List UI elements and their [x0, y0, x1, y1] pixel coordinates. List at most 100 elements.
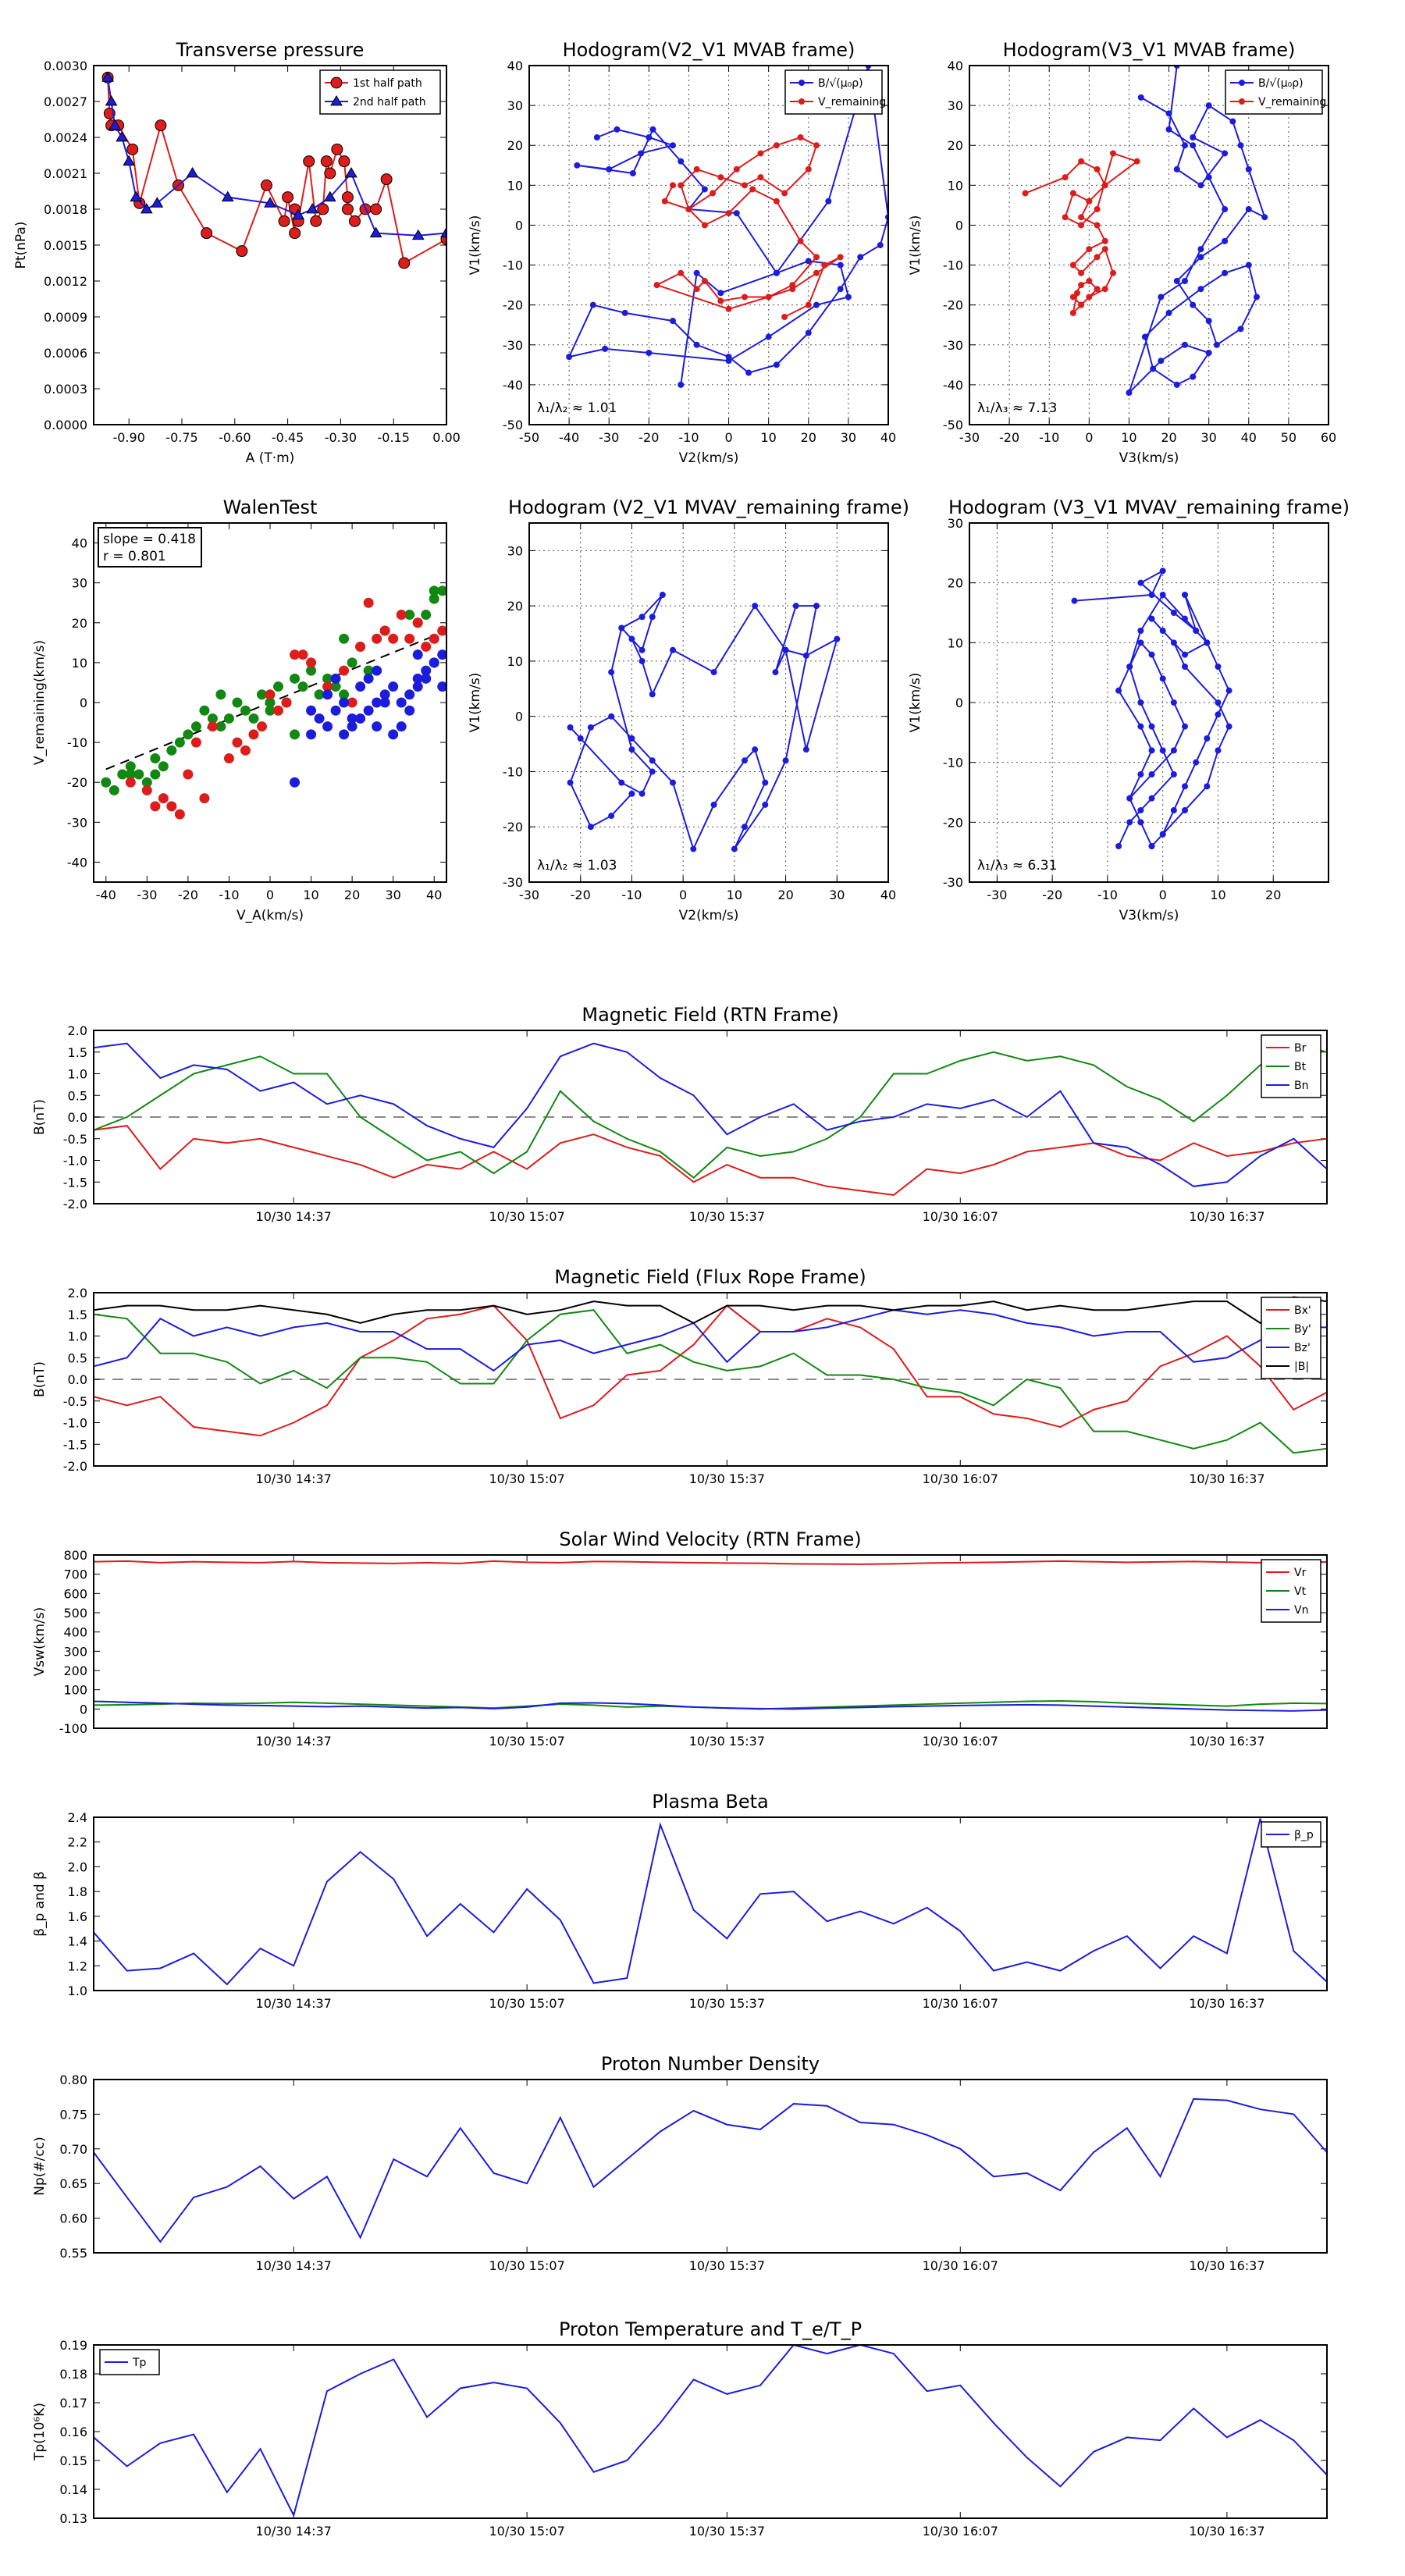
x-tick-label: 10 — [1210, 888, 1225, 902]
scatter-point — [421, 673, 432, 684]
x-tick-label: 10/30 14:37 — [256, 2524, 332, 2539]
scatter-point — [396, 721, 407, 732]
legend-marker — [799, 80, 805, 86]
y-tick-label: 1.5 — [68, 1045, 87, 1060]
scatter-point — [347, 657, 357, 668]
y-tick-label: -50 — [503, 418, 523, 432]
data-point — [710, 190, 717, 197]
data-point — [1148, 747, 1155, 754]
scatter-point — [232, 737, 243, 748]
x-tick-label: 10 — [1121, 430, 1136, 445]
scatter-point — [388, 681, 399, 692]
chart-h3: Hodogram (V2_V1 MVAV_remaining frame) -30… — [468, 496, 909, 923]
data-point — [1215, 711, 1222, 718]
chart-vsw: Solar Wind Velocity (RTN Frame) 10/30 14:… — [32, 1528, 1328, 1749]
x-tick-label: 30 — [385, 888, 400, 902]
data-point — [646, 134, 653, 141]
chart-tp: Transverse pressure -0.90 -0.75 -0.60 -0.45 -… — [13, 39, 461, 466]
data-point — [1197, 254, 1204, 261]
data-point — [1086, 278, 1093, 284]
data-point — [306, 203, 319, 214]
y-tick-label: 0.75 — [59, 2107, 87, 2122]
x-tick-label: 10/30 16:07 — [923, 1996, 998, 2011]
scatter-point — [339, 665, 350, 676]
x-tick-label: 10/30 15:37 — [689, 1209, 765, 1224]
chart-bfield: Magnetic Field (RTN Frame) 10/30 14:37 10/… — [32, 1004, 1328, 1224]
y-tick-label: 20 — [948, 138, 963, 153]
y-tick-label: 0.0024 — [44, 130, 87, 145]
data-point — [733, 165, 740, 173]
x-tick-label: 20 — [801, 430, 816, 445]
x-tick-label: -20 — [638, 430, 659, 445]
scatter-point — [265, 697, 276, 708]
r-annotation: r = 0.801 — [103, 549, 166, 564]
data-point — [765, 294, 772, 301]
legend: Br Bt Bn — [1261, 1034, 1321, 1098]
y-axis-label: Vsw(km/s) — [32, 1607, 48, 1677]
chart-bflux: Magnetic Field (Flux Rope Frame) 10/30 14… — [32, 1266, 1328, 1486]
legend-marker — [330, 76, 343, 89]
y-tick-label: 20 — [507, 138, 523, 153]
chart-title: Transverse pressure — [176, 39, 365, 61]
data-point — [116, 131, 129, 142]
data-point — [1022, 190, 1029, 197]
data-point — [772, 669, 779, 676]
x-axis-label: V3(km/s) — [1119, 908, 1179, 923]
data-point — [1190, 301, 1197, 308]
chart-h4: Hodogram (V3_V1 MVAV_remaining frame) -30… — [908, 496, 1350, 923]
data-point — [1222, 237, 1229, 244]
scatter-point — [174, 737, 185, 748]
data-point — [1205, 102, 1212, 109]
data-point — [678, 158, 685, 165]
x-tick-label: 10/30 15:37 — [689, 1471, 765, 1486]
series-line-2 — [94, 1042, 1327, 1187]
x-tick-label: 60 — [1321, 430, 1336, 445]
data-point — [101, 71, 114, 82]
legend-box — [319, 69, 441, 115]
stats-box — [98, 527, 202, 568]
plot-frame — [93, 1816, 1328, 1991]
x-tick-label: 10/30 14:37 — [256, 1734, 332, 1749]
x-tick-label: 10/30 14:37 — [256, 1996, 332, 2011]
y-tick-label: 0.5 — [68, 1350, 87, 1365]
data-point — [1148, 592, 1155, 598]
series-line-1 — [1025, 152, 1139, 315]
legend: 1st half path 2nd half path — [319, 69, 441, 115]
y-tick-label: 0 — [80, 1702, 87, 1717]
data-point — [1205, 174, 1212, 181]
scatter-point — [355, 681, 366, 692]
series-line-0 — [94, 1304, 1327, 1437]
y-tick-label: 30 — [507, 543, 523, 558]
y-tick-label: -30 — [943, 338, 963, 353]
data-point — [1245, 262, 1252, 269]
y-tick-label: 2.0 — [68, 1023, 87, 1038]
scatter-point — [125, 761, 136, 772]
y-axis-label: Pt(nPa) — [13, 222, 29, 269]
y-tick-label: 0.16 — [59, 2425, 87, 2439]
y-tick-label: 1.0 — [68, 1329, 87, 1344]
y-tick-label: -0.5 — [63, 1132, 87, 1147]
data-point — [1094, 286, 1101, 293]
data-point — [264, 197, 276, 208]
data-point — [628, 790, 635, 797]
data-point — [310, 215, 322, 227]
scatter-point — [256, 689, 267, 700]
plot-area — [94, 1042, 1327, 1196]
x-tick-label: -30 — [519, 888, 539, 902]
data-point — [649, 691, 656, 698]
x-tick-label: 0 — [1159, 888, 1167, 902]
y-tick-label: 20 — [948, 576, 963, 591]
legend-label: Br — [1294, 1042, 1307, 1055]
data-point — [289, 227, 301, 240]
x-tick-label: 20 — [344, 888, 360, 902]
legend-label: Bn — [1294, 1080, 1308, 1092]
data-point — [733, 210, 740, 217]
legend: β_p — [1261, 1821, 1321, 1848]
data-point — [155, 119, 167, 132]
legend-label: By' — [1294, 1323, 1311, 1336]
series-line-2 — [94, 1700, 1327, 1712]
data-point — [1182, 142, 1188, 149]
scatter-point — [248, 713, 259, 724]
y-tick-label: 0.19 — [59, 2338, 87, 2353]
y-tick-label: 0 — [80, 696, 87, 710]
